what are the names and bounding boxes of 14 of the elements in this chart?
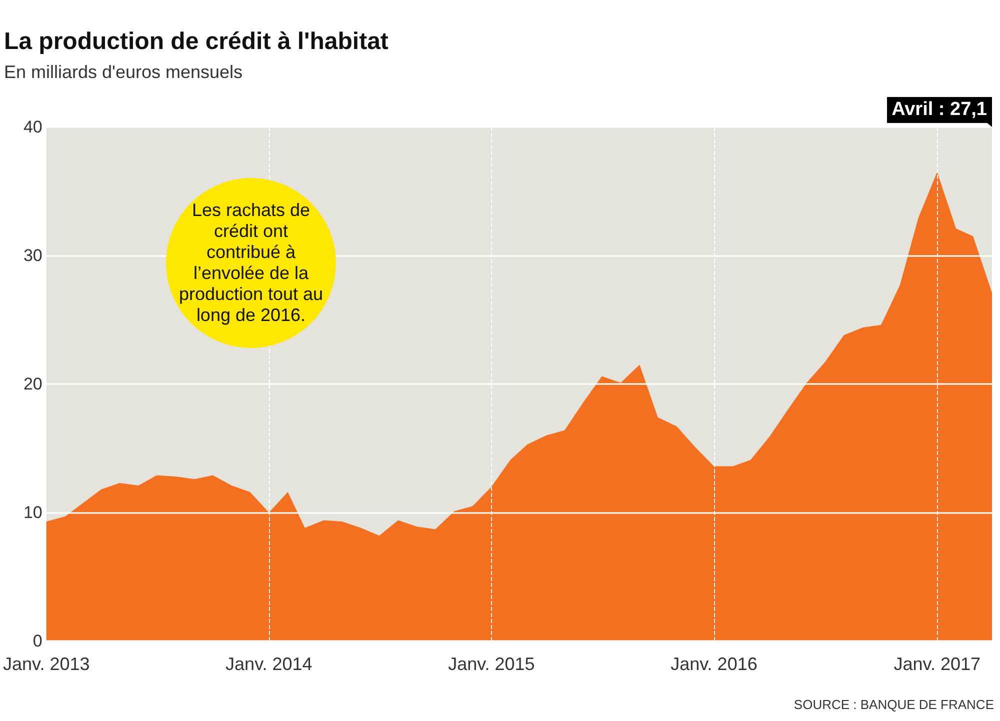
x-tick-label: Janv. 2015 bbox=[448, 654, 535, 674]
source-note: SOURCE : BANQUE DE FRANCE bbox=[794, 697, 994, 712]
x-tick-label: Janv. 2014 bbox=[226, 654, 312, 674]
x-tick-label: Janv. 2016 bbox=[670, 654, 758, 674]
chart-title: La production de crédit à l'habitat bbox=[4, 28, 388, 56]
chart-subtitle: En milliards d'euros mensuels bbox=[4, 62, 243, 83]
text: Avril : 27,1 bbox=[886, 97, 992, 123]
y-tick-label: 30 bbox=[23, 246, 42, 265]
y-tick-label: 40 bbox=[23, 118, 42, 136]
y-tick-label: 10 bbox=[23, 503, 42, 522]
x-tick-label: Janv. 2013 bbox=[3, 654, 90, 674]
x-tick-label: Janv. 2017 bbox=[894, 654, 980, 674]
y-tick-label: 20 bbox=[23, 374, 42, 394]
y-tick-label: 0 bbox=[32, 632, 42, 650]
